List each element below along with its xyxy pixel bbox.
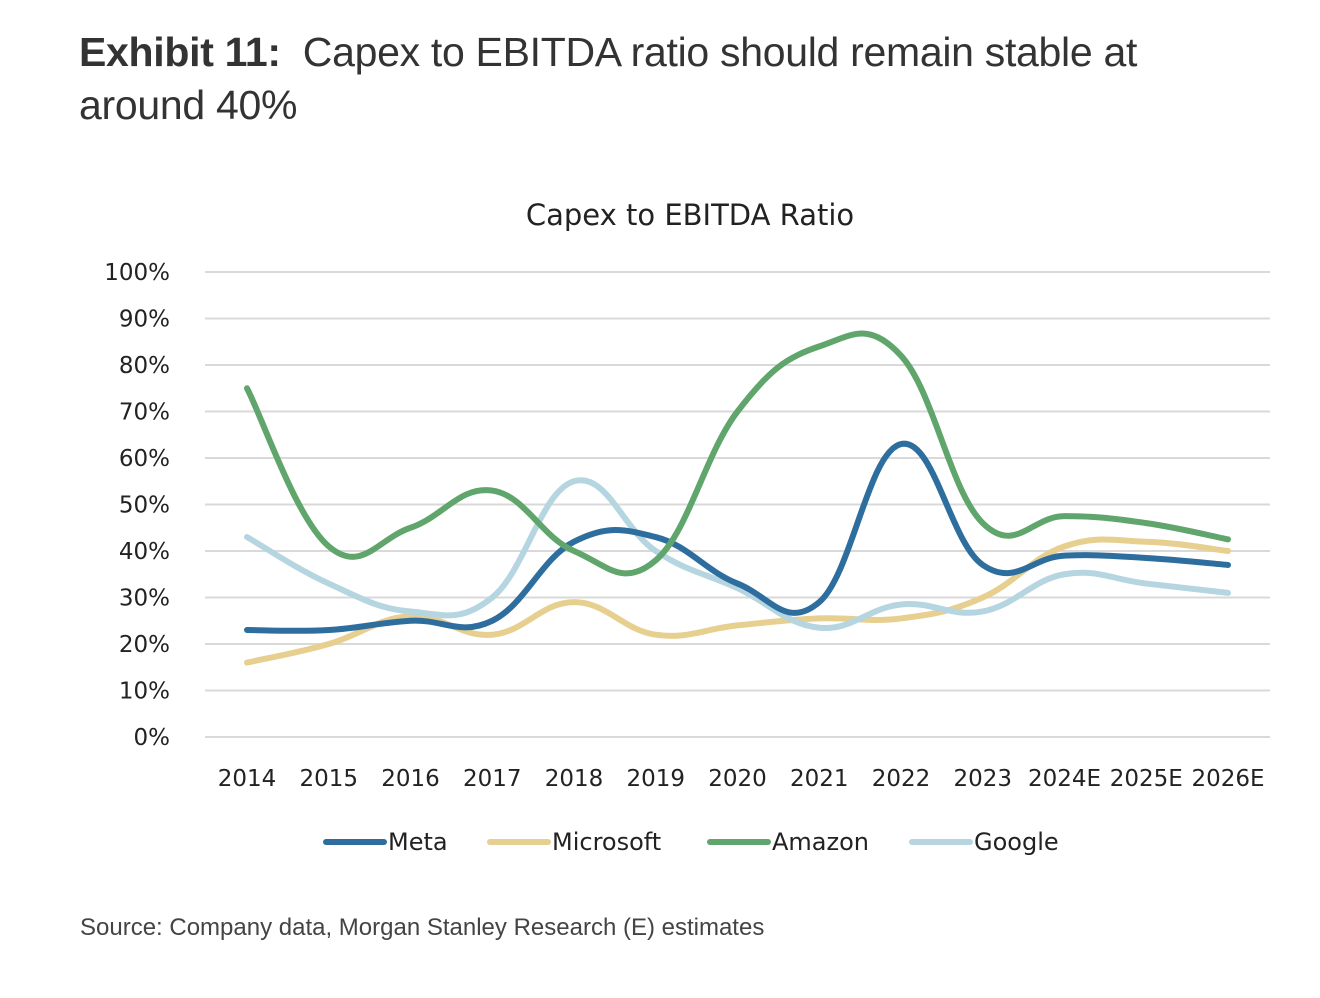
x-axis-ticks: 2014 2015 2016 2017 2018 2019 2020 2021 2022 2023… xyxy=(218,766,1265,792)
y-tick-label: 50% xyxy=(119,493,170,519)
x-tick-label: 2026E xyxy=(1191,766,1264,792)
y-tick-label: 100% xyxy=(104,260,170,286)
y-tick-label: 40% xyxy=(119,539,170,565)
x-tick-label: 2017 xyxy=(463,766,522,792)
x-tick-label: 2014 xyxy=(218,766,277,792)
x-tick-label: 2023 xyxy=(953,766,1012,792)
y-tick-label: 90% xyxy=(119,307,170,333)
x-tick-label: 2020 xyxy=(708,766,767,792)
legend-label: Amazon xyxy=(772,828,869,856)
x-tick-label: 2015 xyxy=(299,766,358,792)
x-tick-label: 2018 xyxy=(545,766,604,792)
y-tick-label: 0% xyxy=(134,725,171,751)
y-tick-label: 80% xyxy=(119,353,170,379)
line-chart: Capex to EBITDA Ratio 0% 10% 20% 30% 40% 50% 6… xyxy=(104,198,1270,856)
x-tick-label: 2019 xyxy=(626,766,685,792)
x-tick-label: 2024E xyxy=(1028,766,1101,792)
y-tick-label: 60% xyxy=(119,446,170,472)
exhibit-title-text: Capex to EBITDA ratio should remain stab… xyxy=(79,29,1138,128)
y-tick-label: 20% xyxy=(119,632,170,658)
legend-label: Microsoft xyxy=(552,828,661,856)
source-note: Source: Company data, Morgan Stanley Res… xyxy=(80,914,765,941)
legend-label: Meta xyxy=(388,828,448,856)
y-axis-ticks: 0% 10% 20% 30% 40% 50% 60% 70% 80% 90% 100% xyxy=(104,260,170,751)
legend-item-amazon: Amazon xyxy=(707,828,869,856)
x-tick-label: 2025E xyxy=(1110,766,1183,792)
series-line-amazon xyxy=(244,330,1231,577)
exhibit-title: Exhibit 11: Capex to EBITDA ratio should … xyxy=(79,26,1259,132)
y-tick-label: 30% xyxy=(119,586,170,612)
legend-label: Google xyxy=(974,828,1059,856)
y-tick-label: 70% xyxy=(119,400,170,426)
series-lines xyxy=(244,330,1231,666)
x-tick-label: 2021 xyxy=(790,766,849,792)
exhibit-label: Exhibit 11: xyxy=(79,29,281,75)
legend-item-microsoft: Microsoft xyxy=(487,828,661,856)
x-tick-label: 2016 xyxy=(381,766,440,792)
legend: Meta Microsoft Amazon Google xyxy=(323,828,1059,856)
y-tick-label: 10% xyxy=(119,679,170,705)
legend-item-google: Google xyxy=(909,828,1059,856)
series-line-meta xyxy=(244,441,1231,634)
chart-title: Capex to EBITDA Ratio xyxy=(526,198,854,232)
gridlines xyxy=(205,271,1270,738)
x-tick-label: 2022 xyxy=(872,766,931,792)
legend-item-meta: Meta xyxy=(323,828,448,856)
